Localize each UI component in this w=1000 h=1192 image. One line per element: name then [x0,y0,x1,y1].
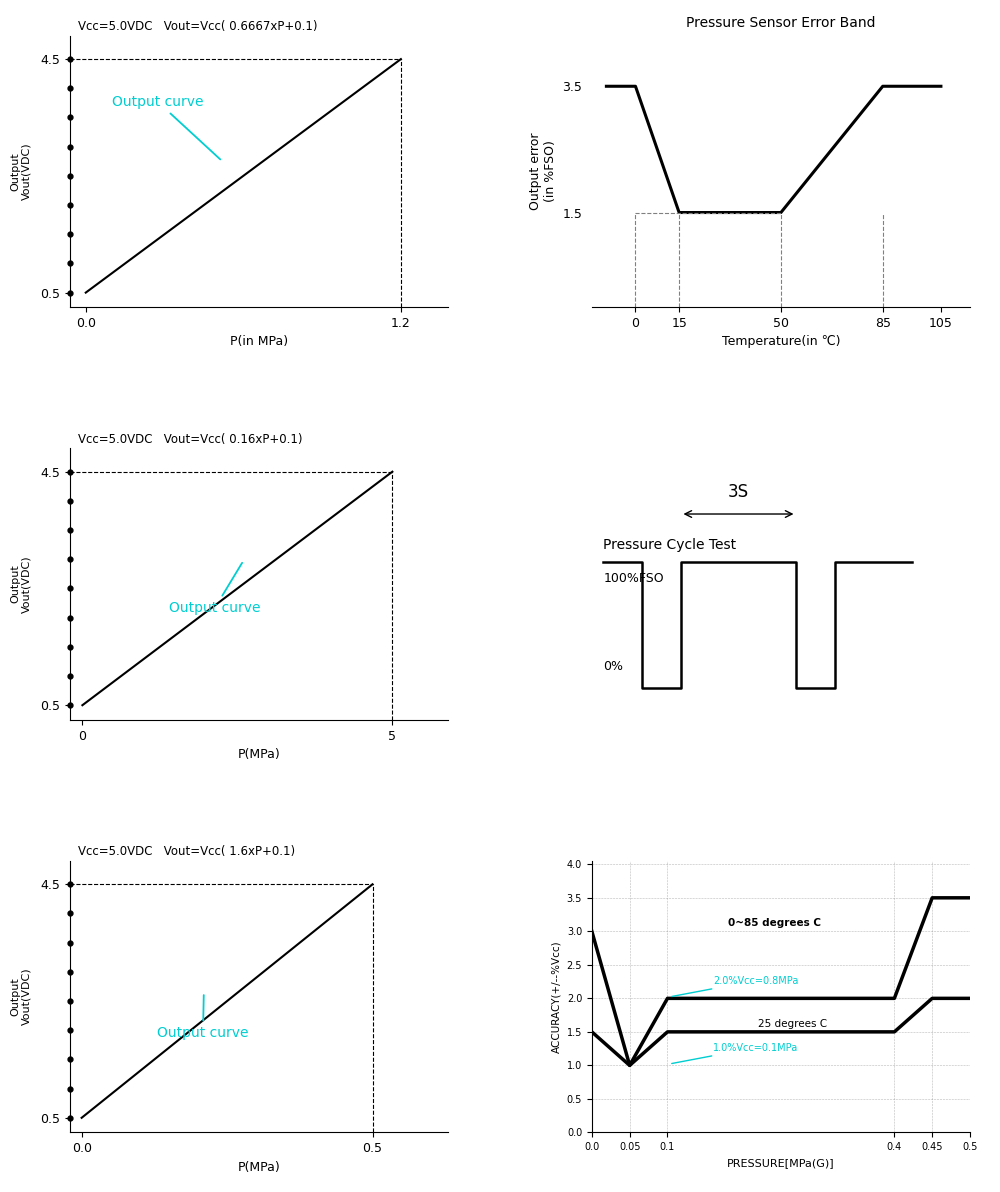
Text: Pressure Cycle Test: Pressure Cycle Test [603,538,737,552]
Text: Vcc=5.0VDC   Vout=Vcc( 1.6xP+0.1): Vcc=5.0VDC Vout=Vcc( 1.6xP+0.1) [78,845,295,858]
Text: Output curve: Output curve [169,563,261,615]
Text: 2.0%Vcc=0.8MPa: 2.0%Vcc=0.8MPa [672,975,798,997]
Text: Output
Vout(VDC): Output Vout(VDC) [10,968,32,1025]
Title: Pressure Sensor Error Band: Pressure Sensor Error Band [686,17,876,31]
Text: 0~85 degrees C: 0~85 degrees C [728,918,821,929]
Text: 3S: 3S [728,484,749,502]
Text: Output
Vout(VDC): Output Vout(VDC) [10,555,32,613]
Text: Vcc=5.0VDC   Vout=Vcc( 0.6667xP+0.1): Vcc=5.0VDC Vout=Vcc( 0.6667xP+0.1) [78,20,317,33]
Y-axis label: Output error
(in %FSO): Output error (in %FSO) [529,132,557,210]
Text: 1.0%Vcc=0.1MPa: 1.0%Vcc=0.1MPa [672,1043,798,1063]
X-axis label: P(MPa): P(MPa) [238,749,280,760]
Text: 100%FSO: 100%FSO [603,572,664,585]
X-axis label: P(in MPa): P(in MPa) [230,335,288,348]
Text: 0%: 0% [603,660,623,673]
X-axis label: P(MPa): P(MPa) [238,1161,280,1174]
Text: Vcc=5.0VDC   Vout=Vcc( 0.16xP+0.1): Vcc=5.0VDC Vout=Vcc( 0.16xP+0.1) [78,433,302,446]
Text: Output curve: Output curve [157,995,249,1041]
X-axis label: PRESSURE[MPa(G)]: PRESSURE[MPa(G)] [727,1157,835,1168]
X-axis label: Temperature(in ℃): Temperature(in ℃) [722,335,840,348]
Text: 25 degrees C: 25 degrees C [758,1018,827,1029]
Text: Output
Vout(VDC): Output Vout(VDC) [10,143,32,200]
Y-axis label: ACCURACY(+/--%Vcc): ACCURACY(+/--%Vcc) [551,940,561,1053]
Text: Output curve: Output curve [112,95,220,160]
